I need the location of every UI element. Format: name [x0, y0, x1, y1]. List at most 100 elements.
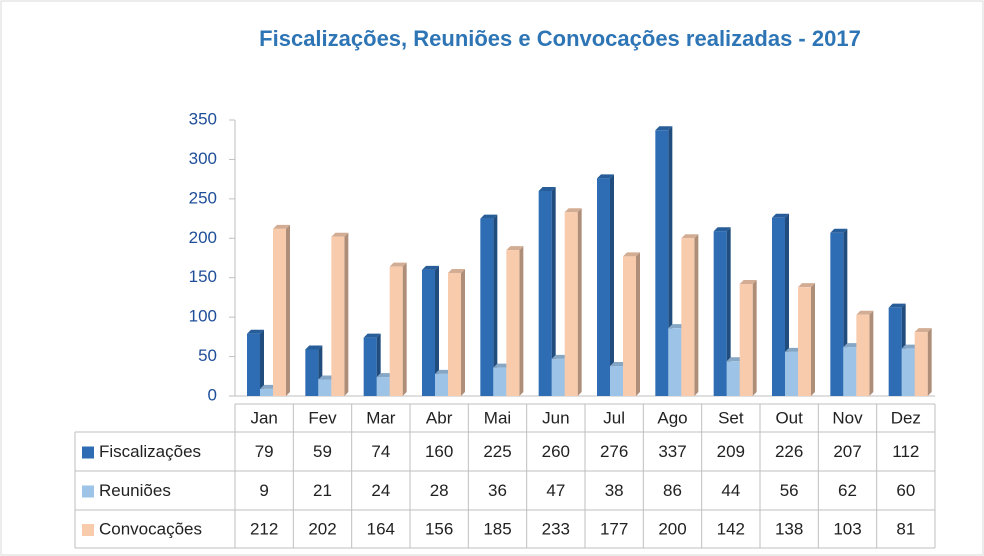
- table-value: 138: [775, 519, 803, 538]
- bar: [506, 250, 520, 396]
- chart-title: Fiscalizações, Reuniões e Convocações re…: [259, 26, 861, 51]
- bar-top: [668, 324, 686, 329]
- bar-side: [636, 252, 640, 396]
- table-value: 36: [488, 481, 507, 500]
- bar-side: [461, 268, 465, 396]
- bar-side: [402, 262, 407, 396]
- bar: [856, 314, 870, 396]
- table-value: 24: [371, 481, 390, 500]
- table-value: 28: [430, 481, 449, 500]
- table-value: 60: [896, 481, 915, 500]
- x-tick-label: Fev: [308, 408, 337, 427]
- table-value: 233: [542, 519, 570, 538]
- x-tick-label: Jul: [603, 408, 625, 427]
- table-value: 260: [542, 442, 570, 461]
- table-value: 56: [780, 481, 799, 500]
- bar: [726, 361, 740, 396]
- bar-top: [363, 333, 381, 338]
- table-value: 337: [658, 442, 686, 461]
- y-tick-label: 0: [208, 385, 217, 404]
- bar-top: [597, 174, 614, 179]
- bar: [493, 367, 507, 396]
- bar-side: [927, 328, 932, 396]
- table-value: 142: [717, 519, 745, 538]
- bar-top: [376, 373, 394, 378]
- bar-side: [811, 283, 815, 396]
- bar-side: [577, 208, 582, 396]
- bar-top: [305, 345, 323, 350]
- bar-top: [551, 354, 569, 359]
- bar-top: [493, 363, 511, 368]
- bar: [448, 272, 461, 396]
- bar: [480, 218, 494, 396]
- table-value: 9: [259, 481, 268, 500]
- table-value: 74: [371, 442, 390, 461]
- bar-top: [480, 214, 498, 219]
- bar: [331, 236, 345, 396]
- table-value: 103: [833, 519, 861, 538]
- bar: [597, 178, 610, 396]
- bar-top: [739, 280, 757, 285]
- bar: [668, 328, 682, 396]
- bar: [772, 217, 785, 396]
- y-tick-label: 300: [189, 149, 217, 168]
- legend-label: Reuniões: [99, 481, 171, 500]
- table-value: 276: [600, 442, 628, 461]
- bar: [376, 377, 390, 396]
- table-value: 47: [546, 481, 565, 500]
- bar: [785, 351, 798, 396]
- legend-label: Fiscalizações: [99, 442, 201, 461]
- bar-top: [331, 232, 349, 237]
- table-value: 62: [838, 481, 857, 500]
- table-value: 59: [313, 442, 332, 461]
- bar-side: [694, 234, 699, 396]
- table-value: 185: [483, 519, 511, 538]
- bar: [655, 130, 669, 396]
- bar: [564, 212, 578, 396]
- bar-top: [610, 362, 627, 367]
- y-tick-label: 50: [198, 346, 217, 365]
- bar-top: [260, 384, 277, 389]
- bar-side: [726, 227, 731, 396]
- table-value: 212: [250, 519, 278, 538]
- bar-top: [623, 252, 640, 257]
- x-tick-label: Nov: [832, 408, 863, 427]
- bar: [363, 337, 377, 396]
- bar: [901, 348, 915, 396]
- bar-top: [247, 329, 264, 334]
- bar-side: [551, 186, 556, 396]
- bar: [610, 366, 623, 396]
- x-tick-label: Mar: [366, 408, 396, 427]
- bar-top: [914, 328, 932, 333]
- bar-side: [493, 214, 498, 396]
- bar: [798, 287, 811, 396]
- table-value: 112: [892, 442, 919, 461]
- bar-side: [286, 224, 290, 396]
- bar-side: [435, 265, 439, 396]
- bar: [830, 232, 844, 396]
- x-tick-label: Set: [718, 408, 744, 427]
- bar-side: [260, 329, 264, 396]
- y-tick-label: 250: [189, 188, 217, 207]
- table-value: 200: [658, 519, 686, 538]
- table-value: 86: [663, 481, 682, 500]
- bar-top: [273, 224, 290, 229]
- bar-top: [726, 357, 744, 362]
- table-value: 209: [717, 442, 745, 461]
- bar-side: [610, 174, 614, 396]
- bar-top: [564, 208, 582, 213]
- y-tick-label: 200: [189, 228, 217, 247]
- y-tick-label: 150: [189, 267, 217, 286]
- table-value: 202: [308, 519, 336, 538]
- bar: [318, 379, 332, 396]
- bar: [260, 388, 273, 396]
- legend-swatch: [82, 485, 94, 498]
- table-value: 177: [600, 519, 628, 538]
- bar-top: [655, 126, 673, 131]
- bar: [435, 373, 448, 396]
- bar-top: [856, 310, 874, 315]
- bar-top: [448, 268, 465, 273]
- bar-top: [843, 343, 861, 348]
- bar-top: [772, 213, 789, 218]
